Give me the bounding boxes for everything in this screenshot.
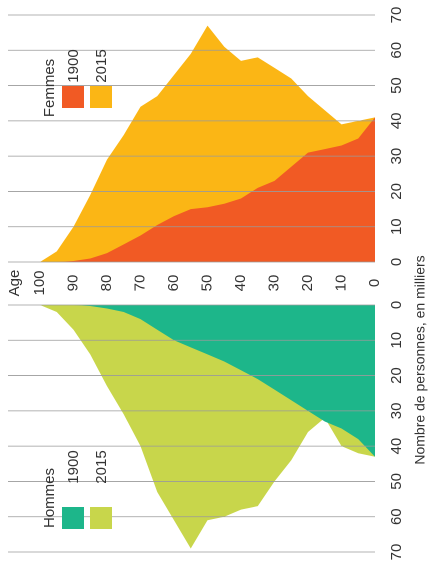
y-tick-label: 60 xyxy=(388,508,405,525)
legend-label: 2015 xyxy=(93,49,110,82)
y-tick-label: 0 xyxy=(388,301,405,309)
legend-title: Hommes xyxy=(41,468,58,528)
y-tick-label: 70 xyxy=(388,7,405,24)
y-tick-label: 60 xyxy=(388,42,405,59)
legend-swatch xyxy=(90,507,112,529)
x-tick-label: 30 xyxy=(265,275,282,292)
legend-label: 1900 xyxy=(65,49,82,82)
y-tick-label: 10 xyxy=(388,218,405,235)
y-tick-label: 70 xyxy=(388,544,405,561)
legend-label: 2015 xyxy=(93,450,110,483)
area xyxy=(40,305,375,457)
x-tick-label: 0 xyxy=(366,279,383,287)
legend-swatch xyxy=(90,86,112,108)
legend-swatch xyxy=(62,86,84,108)
y-tick-label: 20 xyxy=(388,367,405,384)
x-tick-label: 40 xyxy=(232,275,249,292)
y-tick-label: 30 xyxy=(388,148,405,165)
legend-swatch xyxy=(62,507,84,529)
x-tick-label: 10 xyxy=(332,275,349,292)
y-axis-label: Nombre de personnes, en milliers xyxy=(412,255,428,464)
x-tick-label: 90 xyxy=(64,275,81,292)
y-tick-label: 40 xyxy=(388,438,405,455)
x-axis-label: Age xyxy=(6,270,23,297)
area xyxy=(40,117,375,262)
y-tick-label: 0 xyxy=(388,258,405,266)
y-tick-label: 40 xyxy=(388,113,405,130)
y-tick-label: 10 xyxy=(388,332,405,349)
x-tick-label: 70 xyxy=(131,275,148,292)
legend-label: 1900 xyxy=(65,450,82,483)
y-tick-label: 50 xyxy=(388,473,405,490)
y-tick-label: 30 xyxy=(388,403,405,420)
x-tick-label: 50 xyxy=(198,275,215,292)
x-tick-label: 60 xyxy=(165,275,182,292)
x-tick-label: 80 xyxy=(98,275,115,292)
legend-title: Femmes xyxy=(41,59,58,117)
x-tick-label: 100 xyxy=(31,270,48,295)
y-tick-label: 20 xyxy=(388,183,405,200)
y-tick-label: 50 xyxy=(388,77,405,94)
x-tick-label: 20 xyxy=(299,275,316,292)
